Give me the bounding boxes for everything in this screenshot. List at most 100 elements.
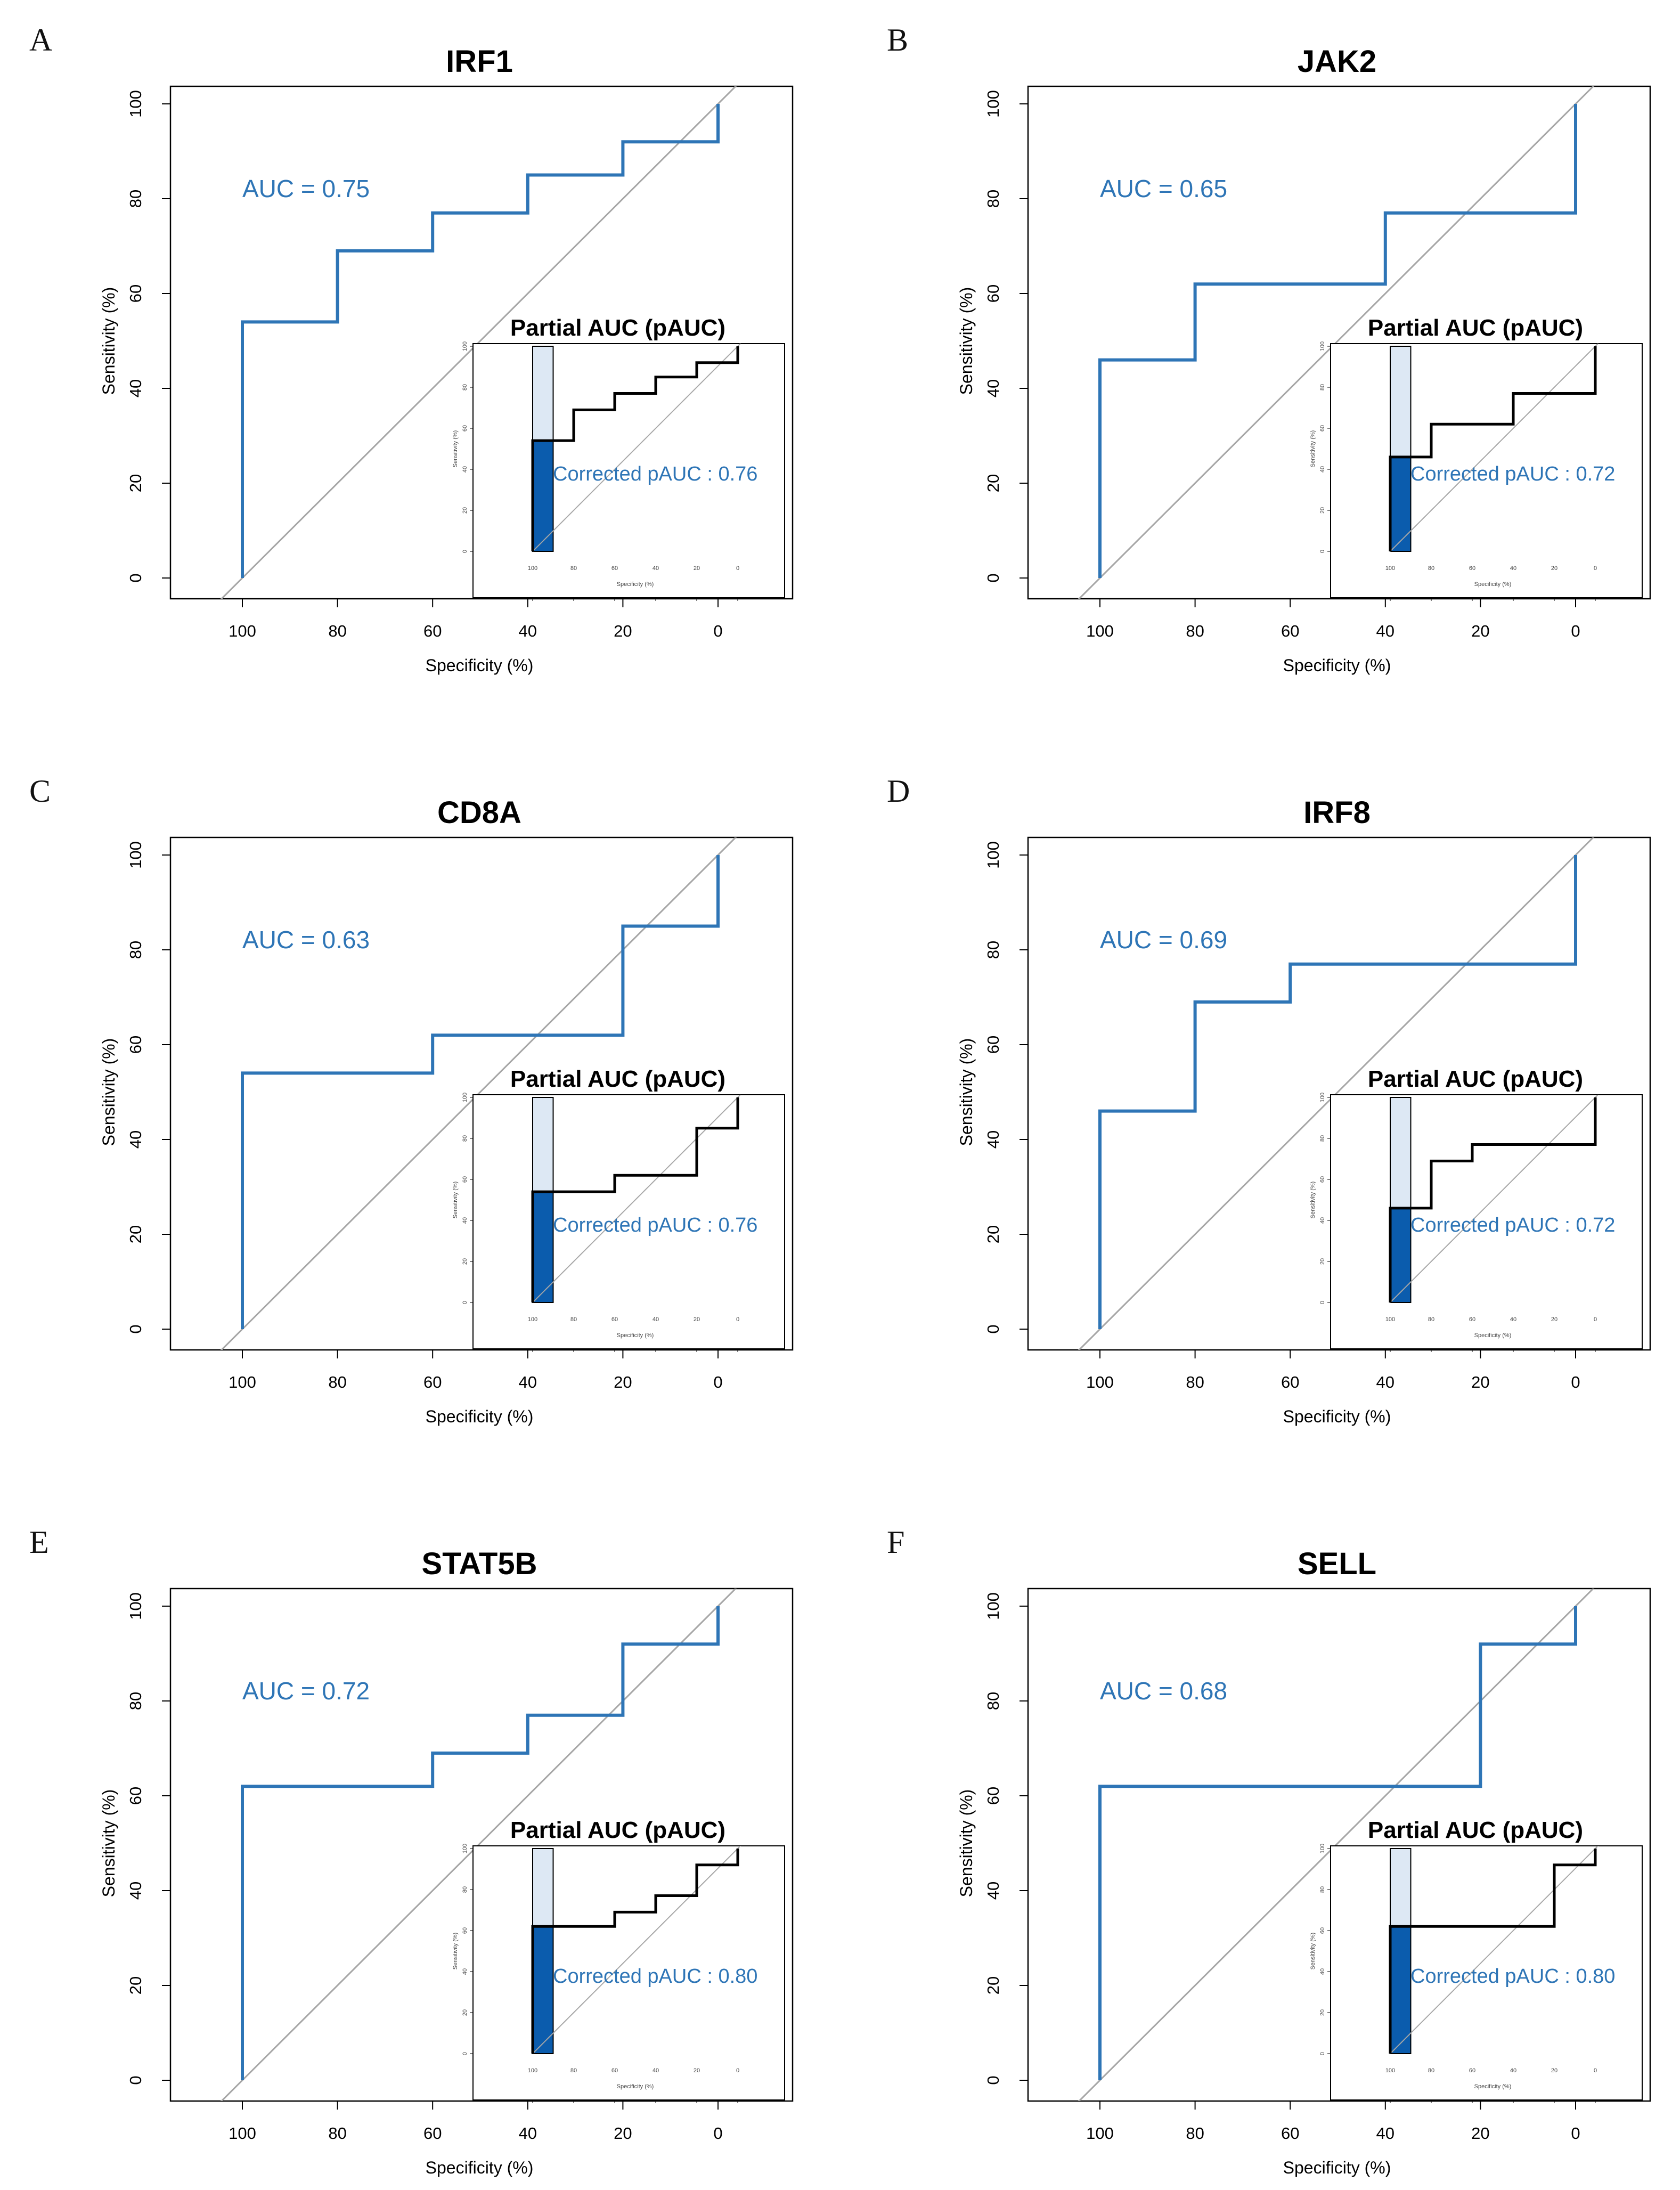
inset-title-d: Partial AUC (pAUC) (1368, 1066, 1583, 1092)
x-tick-label-f-1: 80 (1186, 2124, 1204, 2143)
y-tick-label-d-5: 100 (984, 841, 1002, 869)
x-tick-label-a-4: 20 (614, 622, 632, 640)
x-tick-label-b-5: 0 (1571, 622, 1580, 640)
inset-y-tick-label-b-2: 40 (1319, 466, 1326, 473)
inset-title-a: Partial AUC (pAUC) (510, 315, 725, 341)
x-tick-label-f-4: 20 (1471, 2124, 1489, 2143)
x-axis-title-f: Specificity (%) (1283, 2158, 1391, 2177)
roc-curve-d (1098, 855, 1577, 1329)
roc-curve-c (241, 855, 720, 1329)
inset-x-tick-label-b-3: 40 (1510, 565, 1516, 572)
x-tick-label-e-3: 40 (519, 2124, 537, 2143)
inset-x-tick-label-c-0: 100 (528, 1316, 537, 1323)
inset-x-tick-label-e-4: 20 (694, 2067, 700, 2074)
x-axis-title-c: Specificity (%) (426, 1407, 534, 1426)
diagonal-line-f (1078, 1589, 1595, 2101)
y-tick-label-c-0: 0 (126, 1324, 145, 1333)
auc-label-d: AUC = 0.69 (1100, 926, 1227, 954)
diagonal-line-c (220, 837, 737, 1350)
inset-y-axis-title-c: Sensitivity (%) (452, 1182, 459, 1219)
plot-frame-c (169, 836, 794, 1351)
panel-d: D IRF8 100 80 60 40 20 0 0 20 40 60 80 100 Specificity… (887, 774, 1651, 1426)
panel-letter-c: C (29, 774, 51, 809)
inset-roc-curve-c (531, 1097, 739, 1302)
diagonal-line-b (1078, 86, 1595, 599)
x-tick-label-d-5: 0 (1571, 1373, 1580, 1391)
inset-y-tick-label-e-0: 0 (462, 2052, 468, 2055)
x-tick-label-c-5: 0 (713, 1373, 722, 1391)
x-axis-title-e: Specificity (%) (426, 2158, 534, 2177)
pauc-fill-b (1390, 456, 1412, 552)
inset-x-tick-label-a-4: 20 (694, 565, 700, 572)
inset-y-tick-label-c-0: 0 (462, 1301, 468, 1304)
y-tick-label-d-2: 40 (984, 1130, 1002, 1149)
x-tick-label-b-3: 40 (1376, 622, 1394, 640)
inset-x-tick-label-f-5: 0 (1594, 2067, 1597, 2074)
pauc-label-c: Corrected pAUC : 0.76 (553, 1214, 757, 1236)
inset-x-tick-label-e-0: 100 (528, 2067, 537, 2074)
panel-c: C CD8A 100 80 60 40 20 0 0 20 40 60 80 100 Specificity… (29, 774, 794, 1426)
x-tick-label-d-3: 40 (1376, 1373, 1394, 1391)
inset-y-tick-label-f-4: 80 (1319, 1886, 1326, 1893)
auc-label-e: AUC = 0.72 (242, 1677, 370, 1705)
x-tick-label-e-1: 80 (328, 2124, 346, 2143)
x-tick-label-f-0: 100 (1086, 2124, 1114, 2143)
y-axis-title-c: Sensitivity (%) (99, 1038, 118, 1146)
inset-x-tick-label-b-0: 100 (1385, 565, 1395, 572)
inset-y-tick-label-a-0: 0 (462, 550, 468, 553)
diagonal-line-a (220, 86, 737, 599)
x-tick-label-e-5: 0 (713, 2124, 722, 2143)
inset-x-tick-label-f-3: 40 (1510, 2067, 1516, 2074)
inset-y-tick-label-a-2: 40 (462, 466, 468, 473)
plot-frame-d (1027, 836, 1651, 1351)
y-tick-label-d-3: 60 (984, 1036, 1002, 1054)
y-tick-label-b-5: 100 (984, 90, 1002, 118)
pauc-label-d: Corrected pAUC : 0.72 (1410, 1214, 1615, 1236)
inset-diagonal-e (532, 1846, 741, 2054)
y-tick-label-c-3: 60 (126, 1036, 145, 1054)
pauc-fill-e (532, 1926, 554, 2054)
inset-x-axis-title-e: Specificity (%) (617, 2083, 654, 2090)
y-tick-label-a-4: 80 (126, 190, 145, 208)
roc-curve-f (1098, 1606, 1577, 2080)
roc-curve-a (241, 104, 720, 578)
x-tick-label-d-0: 100 (1086, 1373, 1114, 1391)
inset-x-axis-title-d: Specificity (%) (1474, 1332, 1512, 1339)
x-tick-label-d-2: 60 (1281, 1373, 1299, 1391)
inset-x-tick-label-f-0: 100 (1385, 2067, 1395, 2074)
y-tick-label-d-1: 20 (984, 1225, 1002, 1243)
inset-x-tick-label-a-2: 60 (611, 565, 618, 572)
x-tick-label-a-1: 80 (328, 622, 346, 640)
panel-e: E STAT5B 100 80 60 40 20 0 0 20 40 60 80 100 Specifici… (29, 1525, 794, 2177)
y-tick-label-b-3: 60 (984, 284, 1002, 303)
inset-title-c: Partial AUC (pAUC) (510, 1066, 725, 1092)
chart-title-b: JAK2 (1298, 44, 1376, 79)
y-tick-label-a-0: 0 (126, 573, 145, 582)
plot-frame-b (1027, 85, 1651, 600)
inset-b: Partial AUC (pAUC) 100 80 60 40 20 0 0 20 40 60 80 1… (1310, 315, 1643, 601)
y-tick-label-d-4: 80 (984, 941, 1002, 959)
inset-y-tick-label-a-3: 60 (462, 425, 468, 432)
y-tick-label-a-3: 60 (126, 284, 145, 303)
inset-y-tick-label-a-4: 80 (462, 384, 468, 390)
y-tick-label-b-1: 20 (984, 474, 1002, 492)
chart-title-f: SELL (1298, 1546, 1376, 1581)
x-tick-label-c-3: 40 (519, 1373, 537, 1391)
pauc-label-b: Corrected pAUC : 0.72 (1410, 463, 1615, 485)
inset-x-tick-label-d-0: 100 (1385, 1316, 1395, 1323)
y-tick-label-e-4: 80 (126, 1692, 145, 1710)
panel-f: F SELL 100 80 60 40 20 0 0 20 40 60 80 100 Specificity… (887, 1525, 1651, 2177)
inset-x-tick-label-d-5: 0 (1594, 1316, 1597, 1323)
inset-frame-e (472, 1845, 785, 2101)
x-tick-label-e-0: 100 (229, 2124, 256, 2143)
inset-x-tick-label-b-4: 20 (1551, 565, 1557, 572)
y-tick-label-d-0: 0 (984, 1324, 1002, 1333)
panel-letter-d: D (887, 774, 910, 809)
inset-frame-b (1330, 343, 1643, 598)
pauc-fill-c (532, 1191, 554, 1303)
x-tick-label-b-1: 80 (1186, 622, 1204, 640)
inset-y-tick-label-b-4: 80 (1319, 384, 1326, 390)
y-tick-label-b-2: 40 (984, 379, 1002, 397)
x-tick-label-e-4: 20 (614, 2124, 632, 2143)
inset-y-tick-label-c-2: 40 (462, 1217, 468, 1224)
